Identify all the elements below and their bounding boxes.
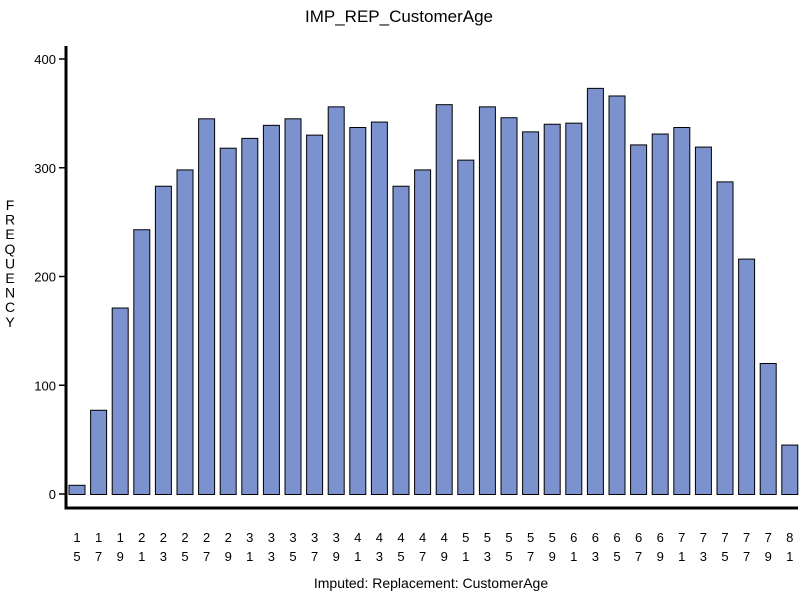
bar [716, 181, 734, 495]
y-axis: 0 100 200 300 400 [34, 46, 68, 508]
bar [781, 444, 799, 495]
bar [500, 117, 518, 495]
bar [457, 159, 475, 495]
y-tick-label: 200 [34, 270, 56, 285]
y-axis-label-char: E [5, 270, 14, 286]
bar [586, 87, 604, 496]
y-axis-label-char: Q [5, 241, 16, 257]
x-axis-label: Imputed: Replacement: CustomerAge [314, 575, 548, 591]
bar [219, 147, 237, 496]
bar [435, 104, 453, 496]
bar [284, 118, 302, 495]
bar [673, 127, 691, 495]
x-tick-labels: 1 5 1 7 1 9 2 1 2 3 2 5 2 7 2 9 3 1 3 3 3 5 3 7 3 9 4 1 4 3 4 5 4 7 4 9 5 1 5 3… [73, 530, 793, 564]
bar [651, 133, 669, 495]
bar [262, 124, 280, 496]
bar [111, 307, 129, 495]
bar [738, 258, 756, 495]
bar [306, 134, 324, 495]
bar [478, 106, 496, 495]
bar [154, 185, 172, 496]
bar [543, 123, 561, 495]
bar [565, 122, 583, 495]
y-axis-label-char: U [5, 255, 15, 271]
y-tick-label: 300 [34, 161, 56, 176]
bar [694, 146, 712, 495]
y-axis-label-char: R [5, 212, 15, 228]
bar [176, 169, 194, 496]
bar [133, 229, 151, 496]
chart-title: IMP_REP_CustomerAge [305, 7, 493, 26]
bar [759, 363, 777, 495]
y-tick-label: 100 [34, 378, 56, 393]
bars [68, 87, 799, 496]
y-axis-label-char: E [5, 226, 14, 242]
bar [630, 144, 648, 495]
bar [414, 169, 432, 496]
y-axis-label-char: N [5, 285, 15, 301]
bar [327, 106, 345, 495]
y-tick-label: 0 [49, 487, 56, 502]
bar [90, 409, 108, 496]
y-axis-label-char: F [6, 197, 15, 213]
bar [241, 137, 259, 495]
y-axis-label-char: C [5, 299, 15, 315]
bar [608, 95, 626, 495]
bar [349, 127, 367, 495]
bar [198, 118, 216, 495]
y-axis-label-char: Y [5, 314, 15, 330]
bar [68, 484, 86, 495]
bar [370, 121, 388, 495]
y-tick-label: 400 [34, 52, 56, 67]
bar [522, 131, 540, 496]
bar [392, 185, 410, 496]
